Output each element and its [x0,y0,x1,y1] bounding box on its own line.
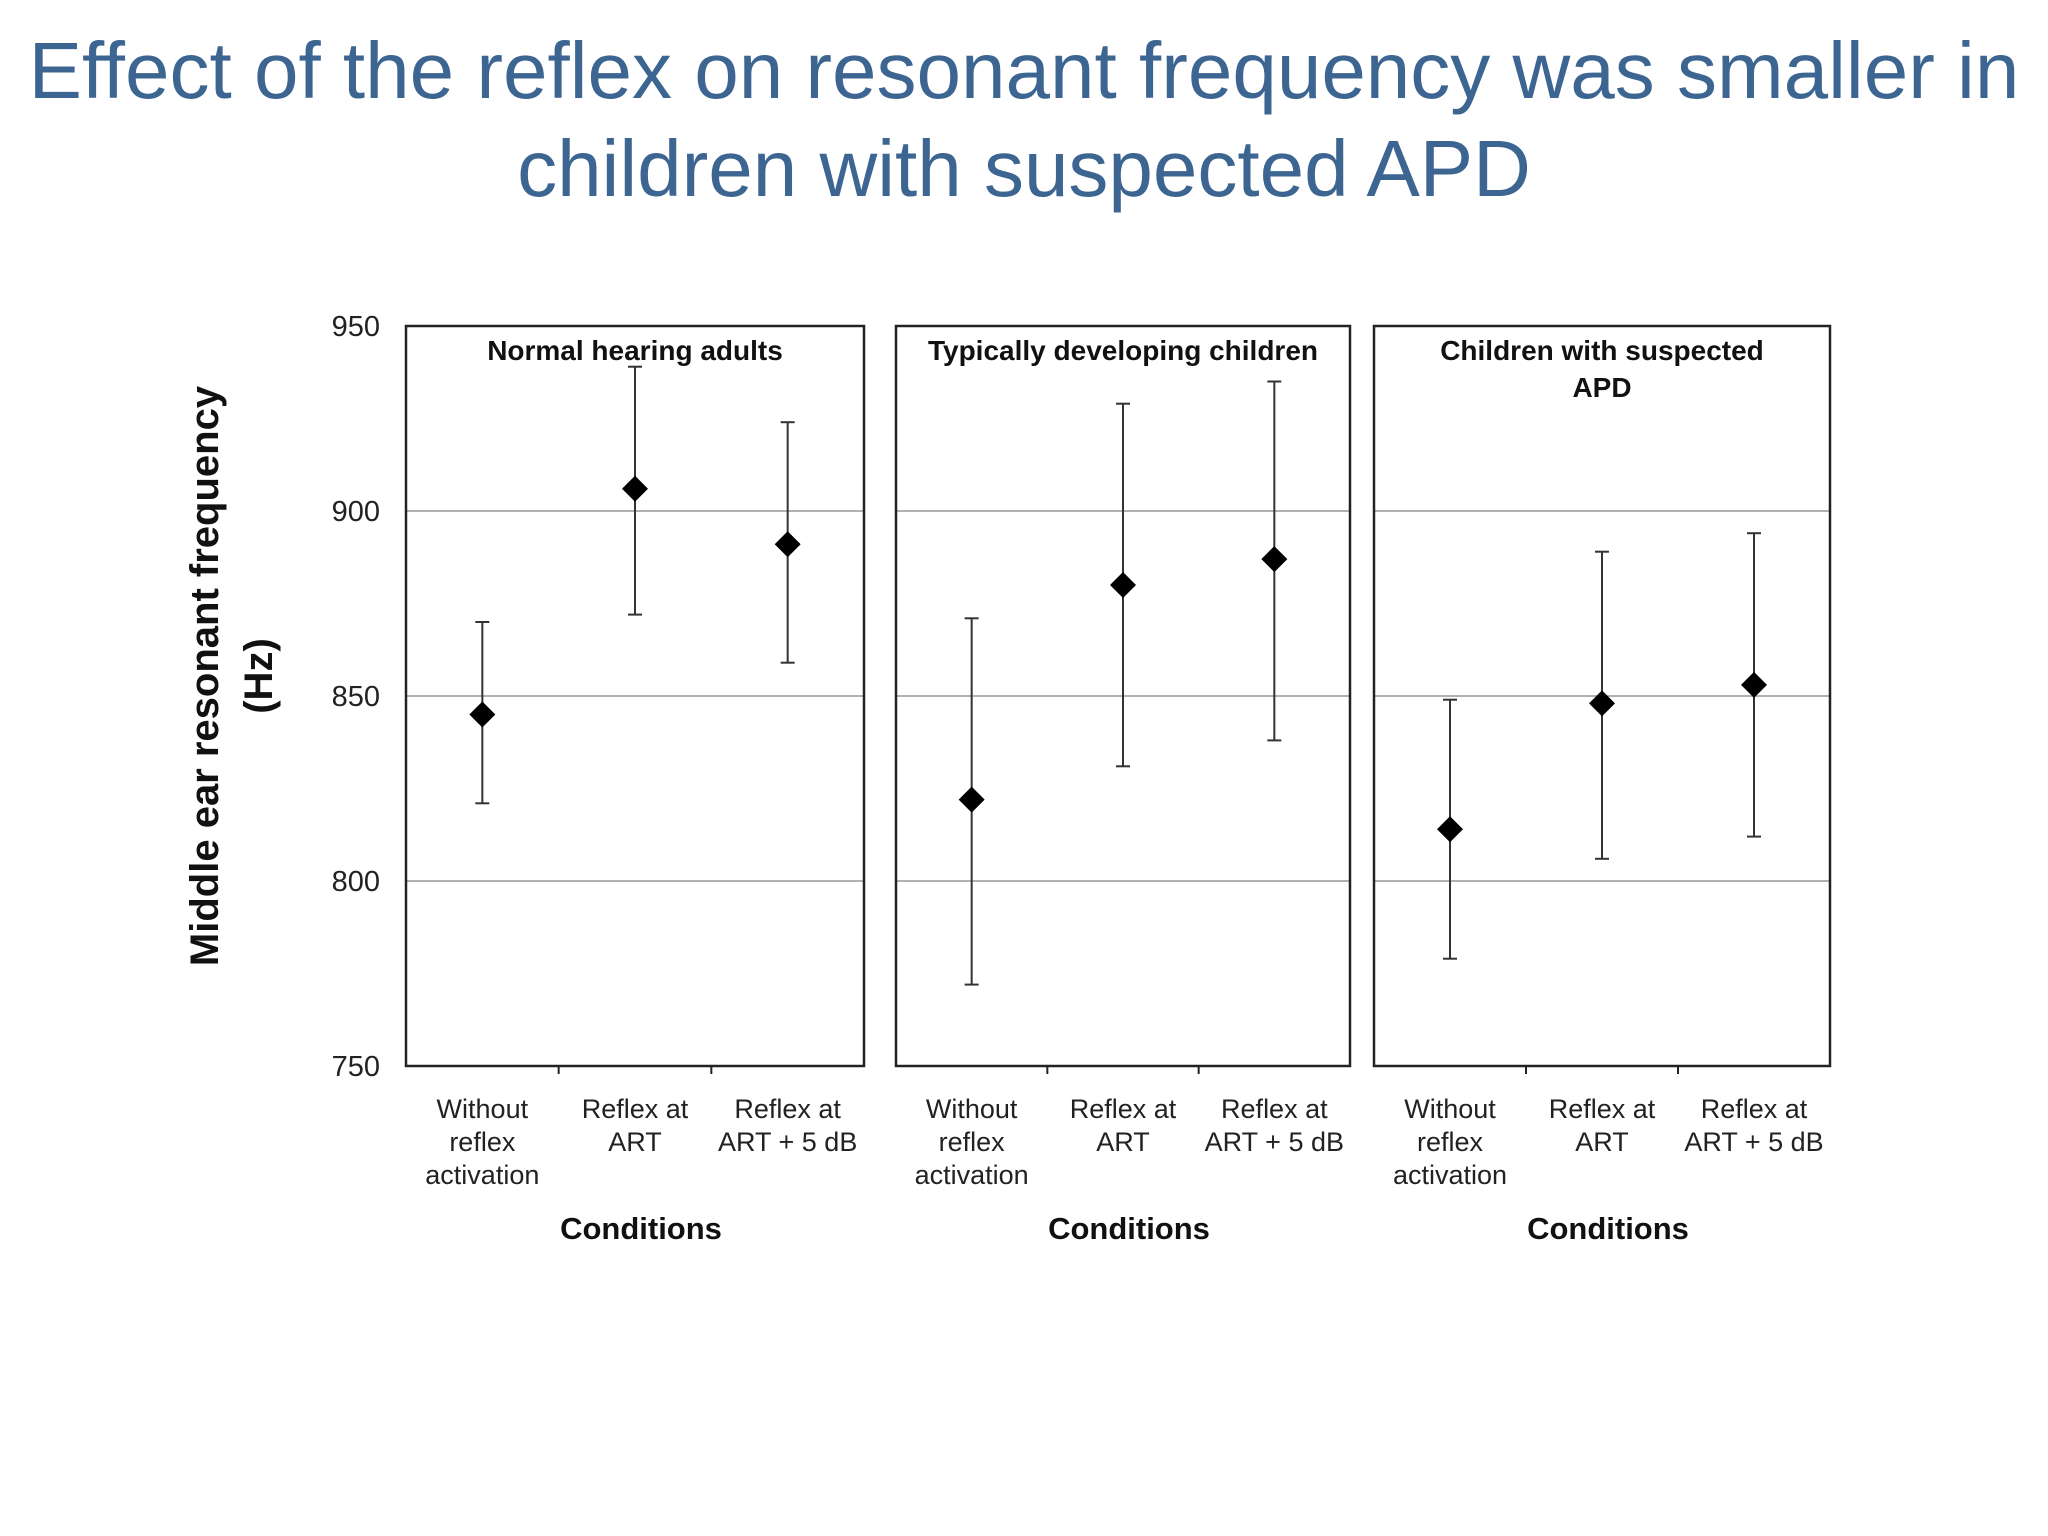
y-tick-label: 900 [332,496,380,528]
category-label: Without [1404,1094,1496,1124]
x-axis-label: Conditions [560,1211,722,1246]
data-point-diamond [1110,572,1136,598]
x-axis-label: Conditions [1048,1211,1210,1246]
category-label: ART + 5 dB [1205,1127,1344,1157]
y-tick-label: 800 [332,866,380,898]
category-label: Reflex at [1549,1094,1656,1124]
data-point-diamond [958,786,985,813]
y-axis-label-line: Middle ear resonant frequency [183,385,227,966]
category-label: reflex [1417,1127,1484,1157]
category-label: Without [437,1094,529,1124]
data-point-diamond [1741,671,1767,698]
panel-title: Normal hearing adults [487,335,783,366]
panel-frame [1372,324,1832,1068]
data-point-diamond [1437,816,1463,843]
category-label: Reflex at [1221,1094,1328,1124]
y-tick-label: 850 [332,681,380,713]
category-label: Reflex at [582,1094,689,1124]
data-point-diamond [469,701,496,728]
y-axis-label-line: (Hz) [237,638,281,714]
data-point-diamond [774,531,801,558]
category-label: ART + 5 dB [718,1127,857,1157]
data-point-diamond [1589,690,1615,717]
x-axis-label: Conditions [1527,1211,1689,1246]
category-label: activation [915,1160,1029,1190]
category-label: activation [425,1160,539,1190]
category-label: reflex [449,1127,516,1157]
y-axis-label: Middle ear resonant frequency (Hz) [183,385,281,966]
data-point-diamond [622,475,648,502]
category-label: Reflex at [1701,1094,1808,1124]
slide-title-line-1: Effect of the reflex on resonant frequen… [28,26,2020,115]
slide-title-line-2: children with suspected APD [517,124,1531,213]
panel-3: Children with suspected APD Withoutreflexa… [1372,324,1832,1246]
category-label: ART + 5 dB [1684,1127,1823,1157]
y-tick-label: 950 [332,311,380,343]
category-label: ART [1096,1127,1150,1157]
category-label: Without [926,1094,1018,1124]
category-label: ART [608,1127,662,1157]
panel-frame [404,324,866,1068]
panel-title: Typically developing children [928,335,1318,366]
category-label: ART [1575,1127,1629,1157]
category-label: activation [1393,1160,1507,1190]
panel-frame [894,324,1352,1068]
slide-title: Effect of the reflex on resonant frequen… [0,22,2048,218]
data-point-diamond [1261,546,1288,573]
y-tick-label: 750 [332,1051,380,1083]
panel-2: Typically developing children Withoutrefl… [894,324,1352,1246]
category-label: reflex [939,1127,1006,1157]
panel-title: APD [1572,372,1631,403]
panel-title: Children with suspected [1440,335,1764,366]
category-label: Reflex at [734,1094,841,1124]
category-label: Reflex at [1070,1094,1177,1124]
panel-1: Normal hearing adults Withoutreflexactiva… [404,324,866,1246]
